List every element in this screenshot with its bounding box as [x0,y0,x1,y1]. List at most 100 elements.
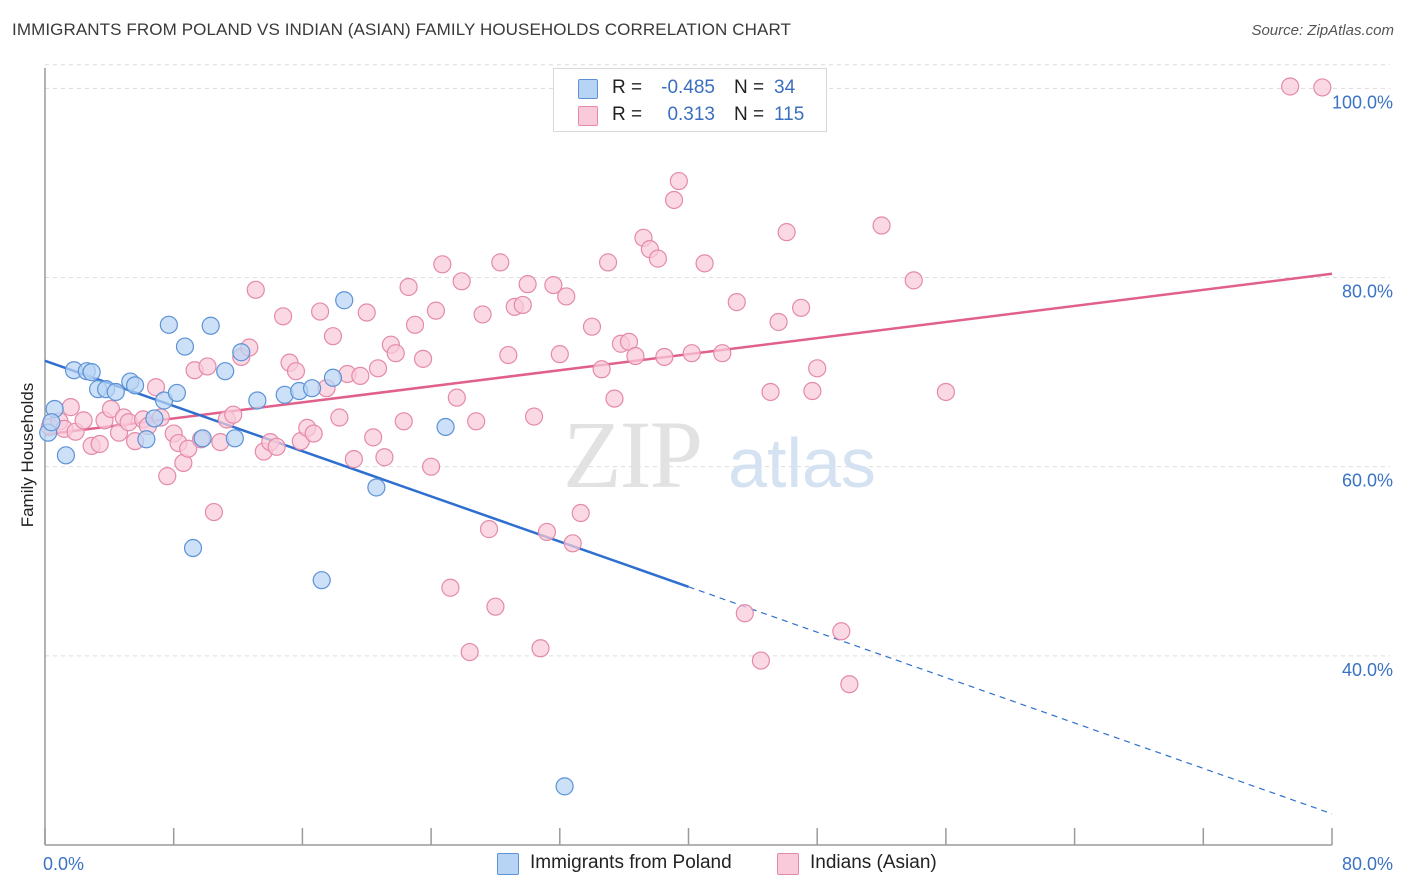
indians-point [592,360,611,379]
poland-point [232,343,251,362]
indians-point [460,642,479,662]
indians-point [648,249,668,268]
indians-point [433,255,452,274]
axes [44,68,1333,846]
indians-point [486,597,505,616]
indians-point [146,378,166,397]
legend-swatch-indians [777,853,799,875]
indians-point [792,298,811,317]
y-tick-label: 40.0% [1342,660,1393,680]
indians-point [452,272,471,291]
indians-point [936,382,956,402]
indians-point [751,651,770,670]
indians-point [267,437,286,456]
y-tick-label: 100.0% [1332,92,1393,112]
watermark: ZIP atlas [563,401,876,508]
y-tick-label: 60.0% [1342,471,1393,491]
indians-point [626,346,645,366]
indians-point [550,345,569,364]
poland-point [323,368,343,387]
watermark-atlas: atlas [728,424,876,502]
legend-label-indians: Indians (Asian) [810,852,937,873]
y-tick-label: 80.0% [1342,282,1393,302]
indians-point [90,434,109,454]
stats-n-label: N = [734,77,765,98]
indians-point [777,223,796,242]
indians-point [224,405,243,424]
indians-point [344,450,363,469]
indians-point [467,412,486,431]
indians-point [441,578,460,597]
indians-point [904,271,923,290]
indians-point [840,675,859,694]
poland-point [248,391,267,410]
x-tick-label: 0.0% [43,854,84,874]
indians-point [872,216,891,235]
indians-point [158,467,177,486]
poland-point [193,429,212,448]
indians-point [179,439,198,458]
indians-point [399,277,418,297]
indians-point [386,344,405,363]
indians-point [518,275,537,294]
correlation-stats-box: R = -0.485 N = 34 R = 0.313 N = 115 [553,68,827,132]
indians-point [426,301,446,320]
indians-point [405,315,425,334]
poland-point [56,446,76,465]
indians-point [273,307,293,326]
x-tick-label: 80.0% [1342,854,1393,874]
indians-point [727,293,746,312]
poland-point [42,413,61,432]
indians-point [531,639,550,658]
indians-point [394,412,413,431]
poland-point [436,417,455,437]
poland-point [312,571,331,590]
indians-point [330,408,349,427]
stats-row-indians: R = 0.313 N = 115 [554,102,826,128]
poland-point [167,383,187,403]
indians-point [513,295,532,315]
stats-row-poland: R = -0.485 N = 34 [554,75,826,101]
indians-point [544,275,563,295]
indians-point [669,171,688,191]
poland-point [201,316,220,335]
legend-label-poland: Immigrants from Poland [530,852,732,873]
indians-point [198,357,217,376]
indians-point [61,398,80,417]
poland-trend-extension [688,586,1333,815]
indians-point [695,254,714,273]
stats-n-label: N = [734,104,765,125]
chart-title: IMMIGRANTS FROM POLAND VS INDIAN (ASIAN)… [12,20,791,39]
watermark-zip: ZIP [563,401,701,508]
stats-r-label: R = [612,104,643,125]
indians-point [479,520,499,539]
poland-point [106,382,125,402]
indians-point [808,359,827,378]
indians-point [1313,78,1332,97]
indians-point [310,302,330,321]
indians-point [101,399,121,419]
indians-point [735,604,754,623]
poland-point [183,538,203,558]
indians-point [413,349,433,368]
indians-point [761,382,780,402]
indians-point [286,362,306,381]
indians-point [803,381,822,401]
indians-point [368,359,388,378]
poland-trend-line [44,359,689,588]
poland-point [335,291,354,310]
indians-point [571,503,590,523]
poland-point [175,337,195,356]
indians-point [1281,77,1300,96]
stats-r-value: 0.313 [667,104,715,125]
poland-point [225,429,244,448]
poland-point [302,379,322,398]
indians-point [655,347,674,367]
indians-point [563,534,582,553]
source-credit: Source: ZipAtlas.com [1251,22,1394,39]
poland-point [82,363,101,382]
grid-lines [45,64,1390,657]
indians-point [74,411,93,430]
indians-point [304,424,323,443]
stats-n-value: 34 [774,77,796,98]
